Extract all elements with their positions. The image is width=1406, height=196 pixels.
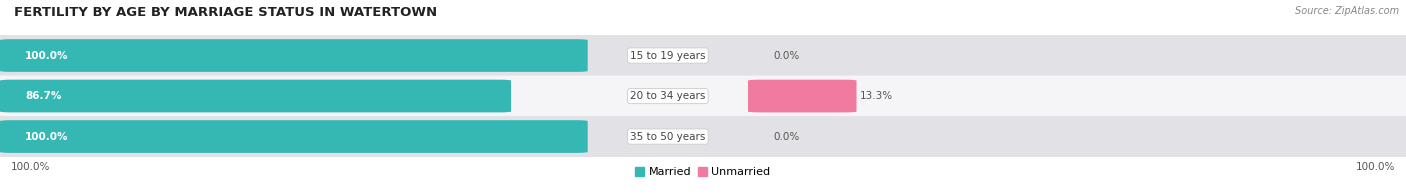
Text: 15 to 19 years: 15 to 19 years [630, 51, 706, 61]
Text: 100.0%: 100.0% [11, 162, 51, 172]
Text: 100.0%: 100.0% [25, 51, 69, 61]
Text: 13.3%: 13.3% [859, 91, 893, 101]
Text: 100.0%: 100.0% [25, 132, 69, 142]
FancyBboxPatch shape [0, 75, 1406, 117]
Text: 35 to 50 years: 35 to 50 years [630, 132, 706, 142]
Text: 86.7%: 86.7% [25, 91, 62, 101]
FancyBboxPatch shape [0, 39, 588, 72]
FancyBboxPatch shape [0, 80, 510, 112]
FancyBboxPatch shape [0, 35, 1406, 76]
Text: 100.0%: 100.0% [1355, 162, 1395, 172]
FancyBboxPatch shape [748, 80, 856, 112]
Text: 20 to 34 years: 20 to 34 years [630, 91, 706, 101]
Text: 0.0%: 0.0% [773, 51, 800, 61]
Text: Source: ZipAtlas.com: Source: ZipAtlas.com [1295, 6, 1399, 16]
Legend: Married, Unmarried: Married, Unmarried [631, 162, 775, 182]
Text: 0.0%: 0.0% [773, 132, 800, 142]
FancyBboxPatch shape [0, 116, 1406, 157]
Text: FERTILITY BY AGE BY MARRIAGE STATUS IN WATERTOWN: FERTILITY BY AGE BY MARRIAGE STATUS IN W… [14, 6, 437, 19]
FancyBboxPatch shape [0, 120, 588, 153]
